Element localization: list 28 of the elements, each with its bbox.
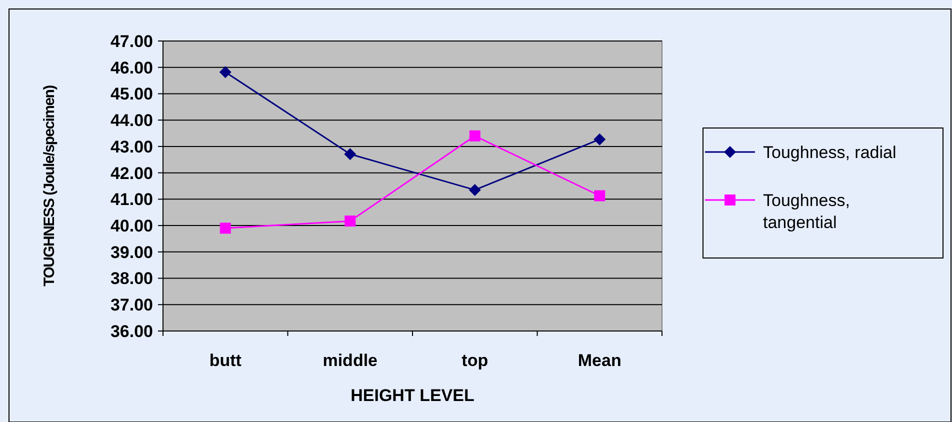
- y-tick-label: 40.00: [110, 216, 153, 236]
- point: [220, 222, 231, 234]
- y-tick-label: 38.00: [110, 269, 153, 288]
- y-tick-label: 37.00: [110, 296, 153, 315]
- y-tick-label: 41.00: [110, 190, 153, 210]
- x-tick-label: Mean: [578, 351, 622, 370]
- y-tick-label: 47.00: [110, 32, 153, 51]
- y-tick-label: 42.00: [110, 164, 153, 183]
- point: [344, 148, 356, 160]
- y-axis-title: TOUGHNESS (Joule/specimen): [41, 84, 58, 286]
- point: [469, 130, 480, 142]
- x-tick-label: butt: [209, 351, 242, 370]
- legend-label: Toughness, tangential: [763, 191, 850, 232]
- y-tick-label: 46.00: [110, 58, 153, 78]
- point: [344, 216, 356, 227]
- x-tick-label: top: [462, 351, 488, 370]
- y-tick-label: 36.00: [110, 322, 153, 341]
- point: [594, 133, 606, 146]
- x-tick-label: middle: [322, 351, 378, 370]
- y-tick-label: 39.00: [110, 242, 153, 262]
- legend-label: Toughness, radial: [763, 143, 896, 162]
- point: [219, 66, 232, 78]
- y-tick-label: 43.00: [110, 137, 153, 156]
- point: [468, 184, 481, 196]
- x-axis-title: HEIGHT LEVEL: [350, 386, 474, 405]
- point: [594, 190, 606, 202]
- y-tick-label: 44.00: [110, 111, 153, 130]
- y-tick-label: 45.00: [110, 84, 153, 104]
